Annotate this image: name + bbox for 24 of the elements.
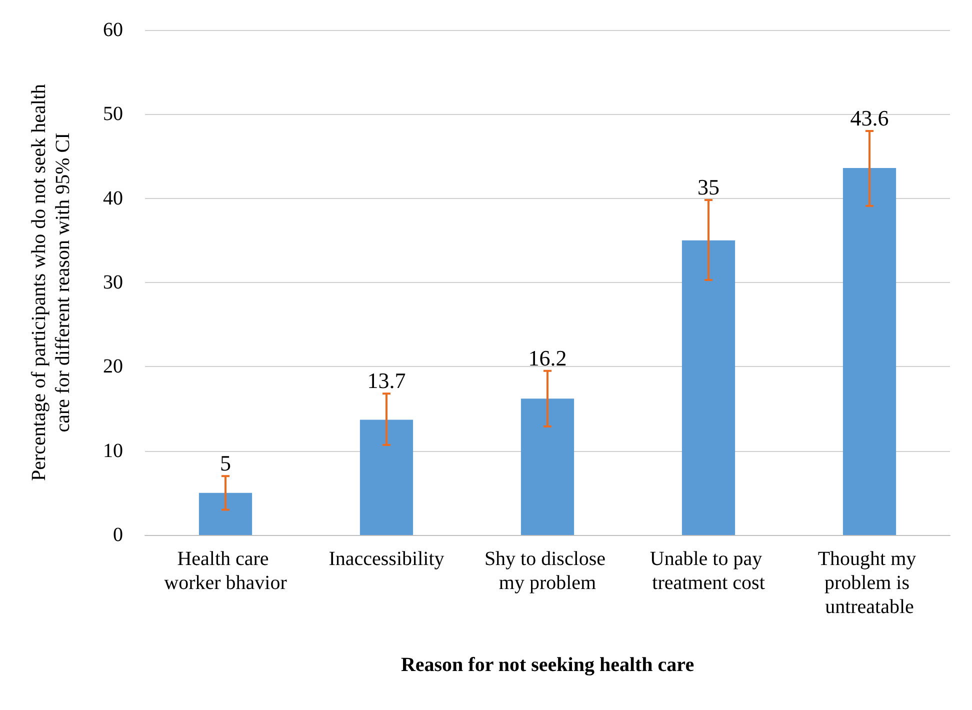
x-tick-label: Thought my problem is untreatable — [818, 548, 922, 618]
x-tick-label: Shy to disclose my problem — [484, 548, 611, 594]
x-tick-label: Health care worker bhavior — [164, 548, 288, 594]
y-tick-label: 40 — [103, 187, 123, 210]
data-label: 5 — [220, 450, 231, 476]
data-label: 43.6 — [850, 106, 889, 130]
y-tick-label: 10 — [103, 440, 123, 462]
x-axis-title: Reason for not seeking health care — [400, 654, 694, 676]
y-tick-label: 20 — [103, 356, 123, 378]
bar — [198, 492, 252, 535]
y-tick-label: 0 — [113, 524, 123, 546]
y-tick-label: 50 — [103, 103, 123, 126]
x-tick-label: Inaccessibility — [328, 548, 444, 570]
y-axis-title: Percentage of participants who do not seek health care for different reason with 95% CI — [28, 84, 74, 482]
data-label: 13.7 — [367, 368, 406, 394]
bar — [682, 240, 736, 535]
data-label: 16.2 — [528, 345, 567, 370]
bar — [520, 398, 574, 535]
y-tick-label: 60 — [103, 19, 123, 41]
x-tick-label: Unable to pay treatment cost — [650, 548, 768, 594]
bar — [360, 420, 414, 535]
data-label: 35 — [698, 174, 720, 200]
bar — [842, 168, 896, 535]
y-tick-label: 30 — [103, 272, 123, 294]
